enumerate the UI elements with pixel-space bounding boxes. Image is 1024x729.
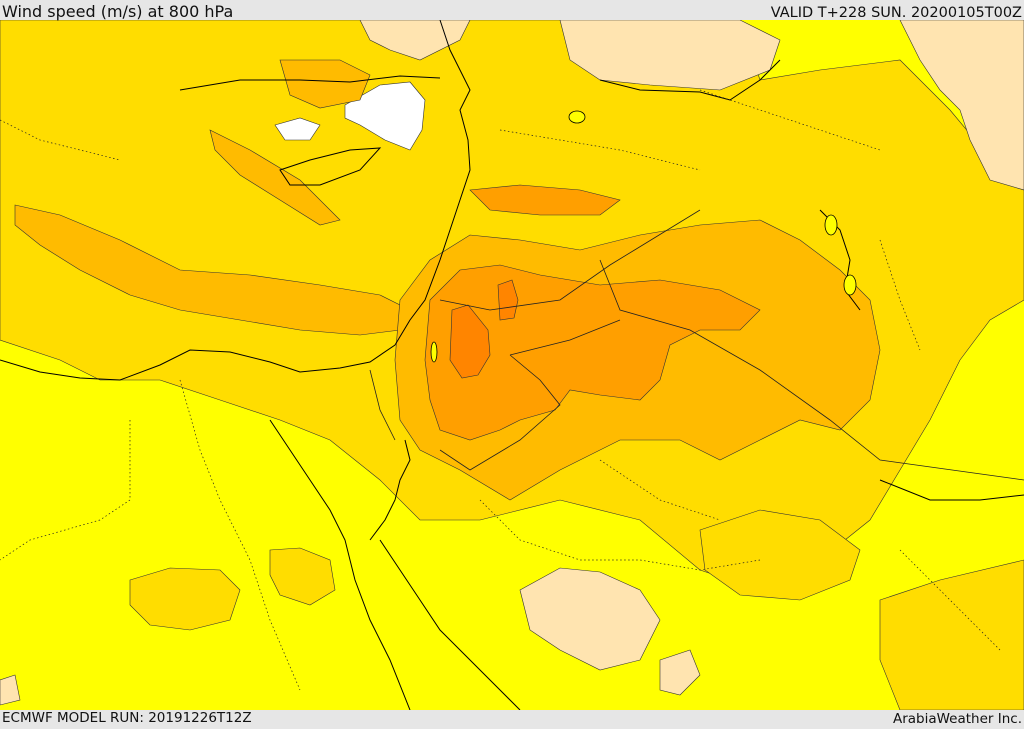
borders xyxy=(369,209,1024,481)
stronger-wind-streak-syria xyxy=(469,184,621,216)
model-run-label: ECMWF MODEL RUN: 20191226T12Z xyxy=(2,710,252,726)
moderate-wind-patch-arabia xyxy=(699,509,861,601)
moderate-wind-patch-egypt xyxy=(269,547,336,606)
low-wind-patch-arabia-2 xyxy=(659,649,701,696)
header-bar: Wind speed (m/s) at 800 hPa VALID T+228 … xyxy=(0,0,1024,20)
strong-wind-streak-cyprus xyxy=(209,129,341,226)
coastlines xyxy=(0,20,1024,710)
lowest-wind-region xyxy=(344,81,426,151)
low-wind-region-caspian xyxy=(899,20,1024,191)
strongest-wind-core-1 xyxy=(449,304,491,379)
low-wind-region-aegean xyxy=(359,20,471,61)
low-wind-region-anatolia xyxy=(559,20,781,91)
low-wind-patch-arabia xyxy=(519,567,661,671)
lowest-wind-patch-2 xyxy=(274,117,321,141)
lakes xyxy=(430,110,857,363)
low-wind-patch-southwest xyxy=(0,674,21,706)
strong-wind-band-mediterranean xyxy=(14,204,411,336)
wind-speed-map xyxy=(0,20,1024,710)
borders-dotted xyxy=(0,89,1001,691)
moderate-wind-region-southeast xyxy=(879,559,1024,710)
strong-wind-region-anatolia xyxy=(279,59,371,109)
valid-time-label: VALID T+228 SUN. 20200105T00Z xyxy=(770,5,1022,21)
footer-bar: ECMWF MODEL RUN: 20191226T12Z ArabiaWeat… xyxy=(0,710,1024,729)
map-title: Wind speed (m/s) at 800 hPa xyxy=(2,2,234,21)
strongest-wind-core-2 xyxy=(497,279,519,321)
map-canvas xyxy=(0,20,1024,710)
moderate-wind-patch-libya xyxy=(129,567,241,631)
credit-label: ArabiaWeather Inc. xyxy=(892,711,1022,727)
